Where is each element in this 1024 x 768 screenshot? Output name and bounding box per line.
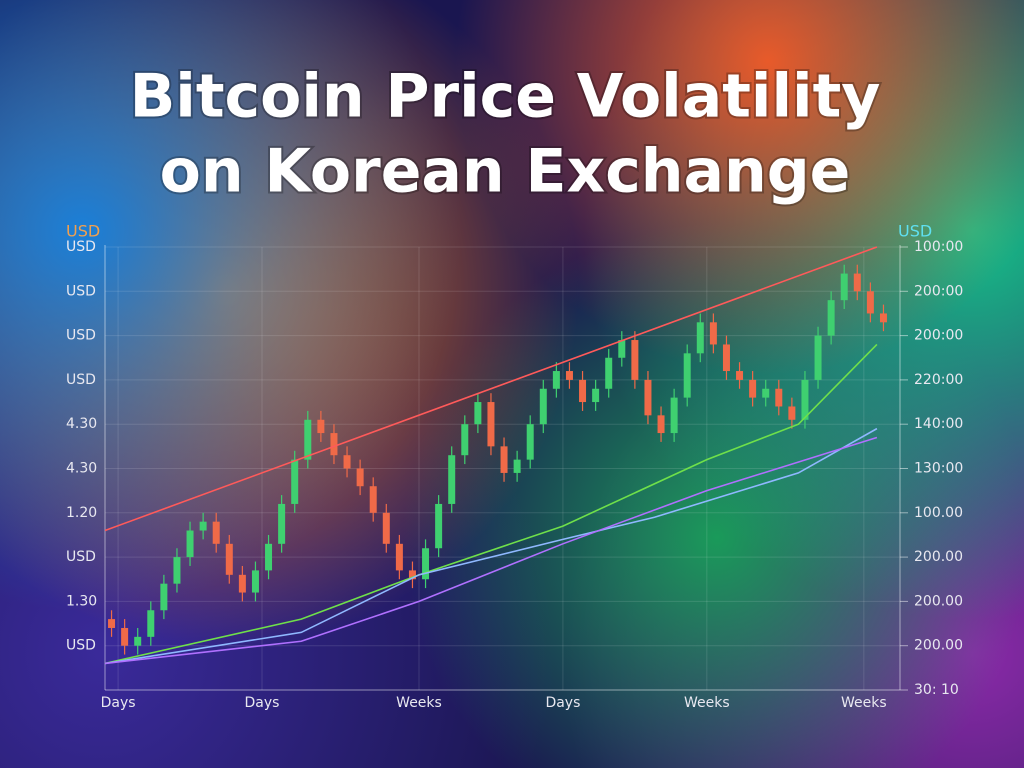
candle-body <box>487 402 495 447</box>
candle-body <box>291 459 299 504</box>
candle-body <box>775 388 783 407</box>
candle-body <box>395 543 403 571</box>
candle-body <box>579 379 587 403</box>
y-tick-label: USD <box>66 638 96 654</box>
candle-body <box>461 424 469 456</box>
candle-body <box>369 486 377 513</box>
y-tick-label: 4.30 <box>66 416 97 432</box>
x-tick-label: Days <box>101 695 136 711</box>
candle-body <box>173 557 181 584</box>
candle-body <box>513 459 521 473</box>
line <box>104 427 878 665</box>
candle-body <box>866 291 874 314</box>
candle-body <box>736 371 744 380</box>
candle-body <box>238 574 246 593</box>
line <box>104 436 878 665</box>
candle-body <box>539 388 547 425</box>
candle-body <box>474 402 482 425</box>
candle-body <box>814 335 822 380</box>
candle-body <box>592 388 600 403</box>
y-tick-label: USD <box>66 328 96 344</box>
candle-body <box>801 379 809 420</box>
candle-body <box>631 340 639 380</box>
y-tick-label: USD <box>66 239 96 255</box>
x-tick-label: Days <box>245 695 280 711</box>
candle-body <box>670 397 678 434</box>
x-tick-label: Weeks <box>396 695 442 711</box>
candle-body <box>618 340 626 358</box>
candle-body <box>762 388 770 398</box>
candle-body <box>382 512 390 544</box>
candle-body <box>265 543 273 571</box>
candle-body <box>356 468 364 487</box>
candle-body <box>683 353 691 398</box>
y2-tick-label: 100.00 <box>914 505 963 521</box>
y-tick-label: 1.20 <box>66 505 97 521</box>
candle-body <box>840 273 848 301</box>
y2-tick-label: 200.00 <box>914 638 963 654</box>
candle-body <box>827 300 835 336</box>
candle-body <box>317 419 325 434</box>
candle-body <box>343 455 351 469</box>
chart-title: Bitcoin Price Volatility <box>130 62 881 132</box>
candle-body <box>879 313 887 323</box>
candle-body <box>500 446 508 473</box>
y-tick-label: USD <box>66 283 96 299</box>
candle-body <box>605 357 613 389</box>
y2-tick-label: 200:00 <box>914 328 963 344</box>
candle-body <box>644 379 652 416</box>
candle-body <box>160 583 168 611</box>
line <box>104 246 878 532</box>
x-tick-label: Weeks <box>841 695 887 711</box>
candle-body <box>853 273 861 292</box>
y2-tick-label: 200.00 <box>914 549 963 565</box>
candle-body <box>709 322 717 345</box>
candle-body <box>134 636 142 646</box>
y2-tick-label: 100:00 <box>914 239 963 255</box>
candle-body <box>186 530 194 558</box>
candle-body <box>788 406 796 420</box>
y2-axis-label: USD <box>898 222 932 241</box>
candle-body <box>108 619 116 628</box>
candle-body <box>212 521 220 544</box>
candle-body <box>657 415 665 434</box>
chart-title: on Korean Exchange <box>160 137 851 207</box>
x-tick-label: Weeks <box>684 695 730 711</box>
candle-body <box>435 503 443 549</box>
y2-tick-label: 140:00 <box>914 416 963 432</box>
y-axis-label: USD <box>66 222 100 241</box>
candle-body <box>225 543 233 575</box>
line <box>104 343 878 665</box>
y-tick-label: 4.30 <box>66 461 97 477</box>
candle-body <box>749 379 757 398</box>
candle-body <box>330 433 338 456</box>
candle-body <box>251 570 259 593</box>
candle-body <box>278 503 286 544</box>
candle-body <box>422 548 430 580</box>
candle-body <box>552 371 560 389</box>
candle-body <box>722 344 730 372</box>
candle-body <box>121 627 129 646</box>
y2-tick-label: 200.00 <box>914 593 963 609</box>
candle-body <box>565 371 573 380</box>
y2-tick-label: 30: 10 <box>914 682 959 698</box>
candle-body <box>408 570 416 580</box>
y2-tick-label: 200:00 <box>914 283 963 299</box>
x-tick-label: Days <box>545 695 580 711</box>
y-tick-label: 1.30 <box>66 593 97 609</box>
candle-body <box>696 322 704 354</box>
candle-body <box>526 424 534 460</box>
candle-body <box>199 521 207 531</box>
y2-tick-label: 220:00 <box>914 372 963 388</box>
candle-body <box>448 455 456 504</box>
y2-tick-label: 130:00 <box>914 461 963 477</box>
candle-body <box>147 610 155 637</box>
y-tick-label: USD <box>66 372 96 388</box>
y-tick-label: USD <box>66 549 96 565</box>
candle-body <box>304 419 312 460</box>
